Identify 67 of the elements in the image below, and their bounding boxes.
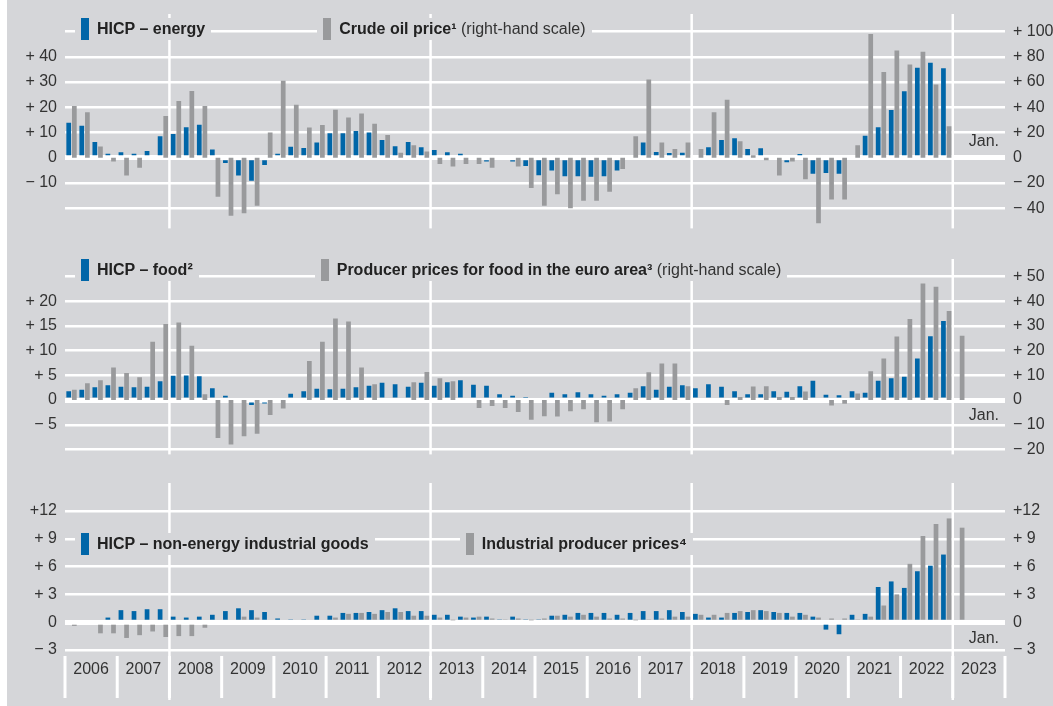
legend-label: HICP – food² [97, 261, 193, 278]
y2-tick-label: 0 [1013, 148, 1022, 166]
y-tick-label: 0 [48, 612, 58, 630]
y2-tick-label: +12 [1013, 501, 1041, 519]
x-tick-label: 2006 [73, 660, 110, 678]
y-tick-label: + 30 [25, 72, 58, 90]
y-tick-label: + 3 [34, 584, 58, 602]
x-tick-label: 2018 [699, 660, 736, 678]
x-tick-label: 2007 [125, 660, 162, 678]
y-tick-label: + 20 [25, 97, 58, 115]
x-tick-label: 2022 [908, 660, 945, 678]
x-tick-label: 2014 [491, 660, 527, 678]
y-tick-label: + 5 [34, 365, 58, 383]
y-tick-label: − 10 [25, 173, 58, 191]
x-tick-label: 2016 [595, 660, 632, 678]
y2-tick-label: − 3 [1013, 640, 1036, 658]
legend-label: Industrial producer prices⁴ [481, 535, 688, 552]
annotation: Jan. [968, 132, 999, 150]
y2-tick-label: + 30 [1013, 316, 1045, 334]
x-tick-label: 2023 [961, 660, 997, 678]
x-tick-label: 2013 [438, 660, 475, 678]
y-tick-label: 0 [48, 390, 58, 408]
y2-tick-label: + 9 [1013, 529, 1036, 547]
x-tick-label: 2012 [386, 660, 423, 678]
y2-tick-label: + 40 [1013, 97, 1045, 115]
y-tick-label: − 3 [34, 640, 58, 658]
x-tick-label: 2020 [804, 660, 841, 678]
y2-tick-label: + 60 [1013, 72, 1045, 90]
annotation: Jan. [968, 406, 999, 424]
y2-tick-label: + 10 [1013, 365, 1045, 383]
x-tick-label: 2015 [543, 660, 580, 678]
y2-tick-label: − 20 [1013, 439, 1045, 457]
y-tick-label: + 9 [34, 529, 58, 547]
x-tick-label: 2017 [647, 660, 684, 678]
y2-tick-label: − 20 [1013, 173, 1045, 191]
x-tick-label: 2019 [752, 660, 788, 678]
y2-tick-label: 0 [1013, 390, 1022, 408]
x-tick-label: 2011 [335, 660, 370, 678]
y-tick-label: + 10 [25, 122, 58, 140]
x-tick-label: 2008 [177, 660, 214, 678]
y2-tick-label: + 50 [1013, 267, 1045, 285]
y-tick-label: + 6 [34, 557, 58, 575]
y2-tick-label: + 6 [1013, 557, 1036, 575]
y2-tick-label: + 3 [1013, 584, 1036, 602]
y-tick-label: + 20 [25, 291, 58, 309]
legend-label: HICP – energy [97, 20, 206, 37]
annotation: Jan. [968, 628, 999, 646]
x-tick-label: 2021 [856, 660, 893, 678]
y-tick-label: + 15 [25, 316, 58, 334]
legend-label: Crude oil price¹ (right-hand scale) [339, 20, 586, 37]
y-tick-label: 0 [48, 148, 58, 166]
y2-tick-label: + 20 [1013, 341, 1045, 359]
y-tick-label: − 5 [34, 415, 58, 433]
y2-tick-label: − 10 [1013, 415, 1045, 433]
y-tick-label: + 10 [25, 341, 58, 359]
y-tick-label: + 40 [25, 47, 58, 65]
x-tick-label: 2009 [229, 660, 266, 678]
y2-tick-label: − 40 [1013, 198, 1045, 216]
y2-tick-label: + 40 [1013, 291, 1045, 309]
legend-label: Producer prices for food in the euro area³ (right-hand scale) [336, 261, 782, 278]
y2-tick-label: 0 [1013, 612, 1022, 630]
x-tick-label: 2010 [282, 660, 318, 678]
y2-tick-label: + 20 [1013, 122, 1045, 140]
y-tick-label: +12 [29, 501, 58, 519]
legend-label: HICP – non-energy industrial goods [97, 535, 369, 552]
y2-tick-label: + 100 [1013, 22, 1053, 40]
y2-tick-label: + 80 [1013, 47, 1045, 65]
